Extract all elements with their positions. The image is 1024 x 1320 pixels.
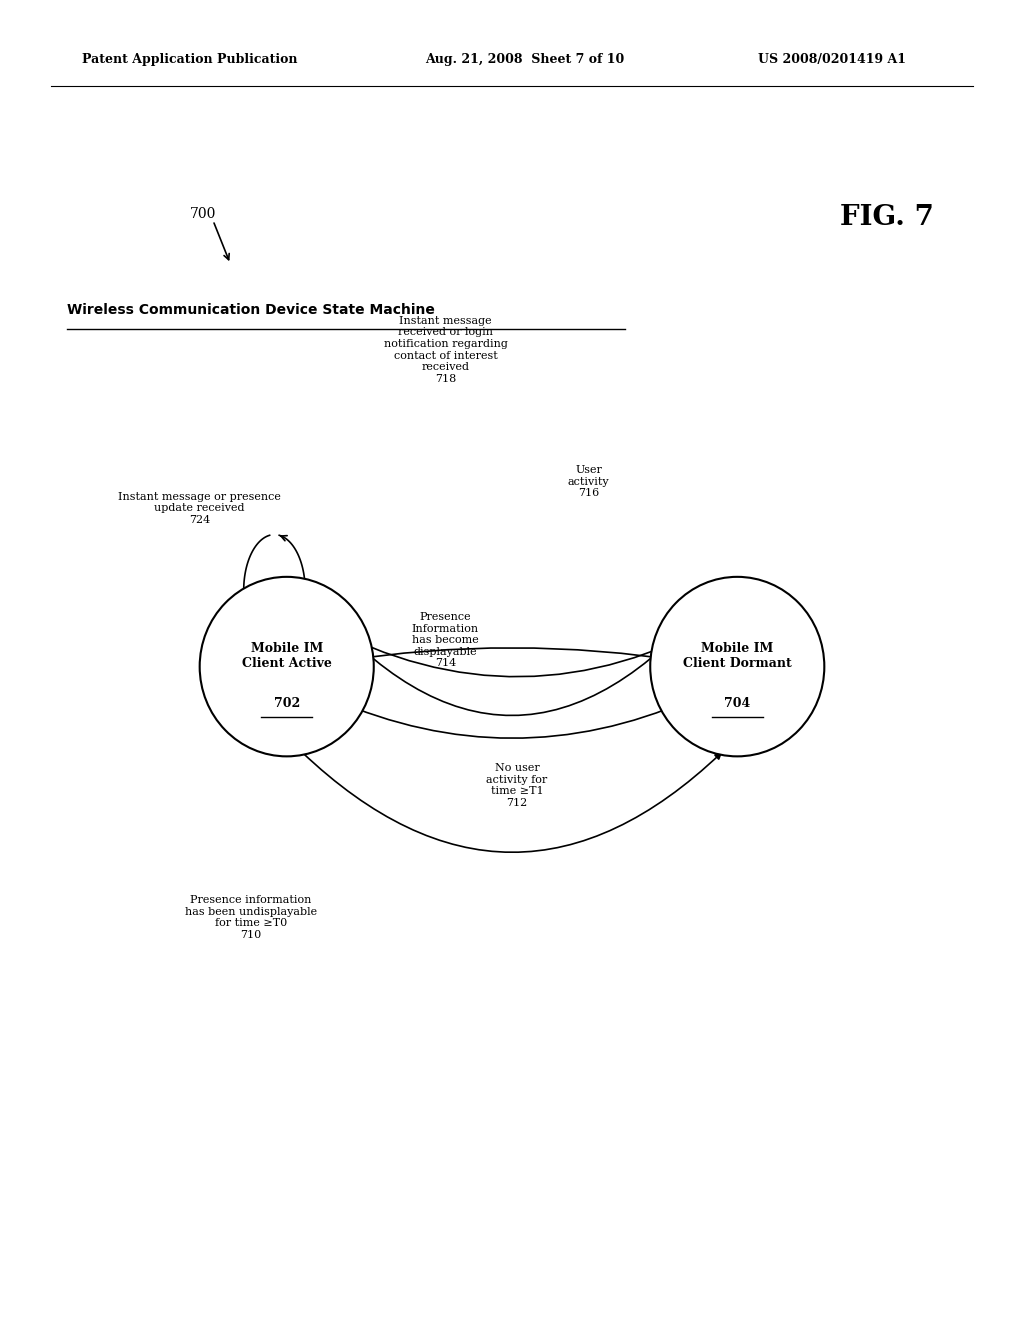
Ellipse shape [200, 577, 374, 756]
Ellipse shape [650, 577, 824, 756]
Text: Presence
Information
has become
displayable
714: Presence Information has become displaya… [412, 612, 479, 668]
Text: User
activity
716: User activity 716 [568, 465, 609, 499]
FancyArrowPatch shape [322, 619, 722, 677]
Text: Instant message or presence
update received
724: Instant message or presence update recei… [118, 491, 282, 525]
Text: Instant message
received or login
notification regarding
contact of interest
rec: Instant message received or login notifi… [384, 315, 507, 384]
Text: US 2008/0201419 A1: US 2008/0201419 A1 [758, 53, 906, 66]
FancyArrowPatch shape [339, 648, 687, 663]
Text: Mobile IM
Client Active: Mobile IM Client Active [242, 642, 332, 671]
Text: Aug. 21, 2008  Sheet 7 of 10: Aug. 21, 2008 Sheet 7 of 10 [425, 53, 625, 66]
Text: 700: 700 [189, 207, 216, 220]
Text: 704: 704 [724, 697, 751, 710]
Text: Mobile IM
Client Dormant: Mobile IM Client Dormant [683, 642, 792, 671]
Text: No user
activity for
time ≥T1
712: No user activity for time ≥T1 712 [486, 763, 548, 808]
Text: Patent Application Publication: Patent Application Publication [82, 53, 297, 66]
FancyArrowPatch shape [333, 700, 689, 738]
Text: 702: 702 [273, 697, 300, 710]
Text: Wireless Communication Device State Machine: Wireless Communication Device State Mach… [67, 304, 434, 317]
FancyArrowPatch shape [302, 752, 721, 853]
Text: FIG. 7: FIG. 7 [840, 205, 934, 231]
Text: Presence information
has been undisplayable
for time ≥T0
710: Presence information has been undisplaya… [184, 895, 317, 940]
FancyArrowPatch shape [311, 595, 714, 715]
